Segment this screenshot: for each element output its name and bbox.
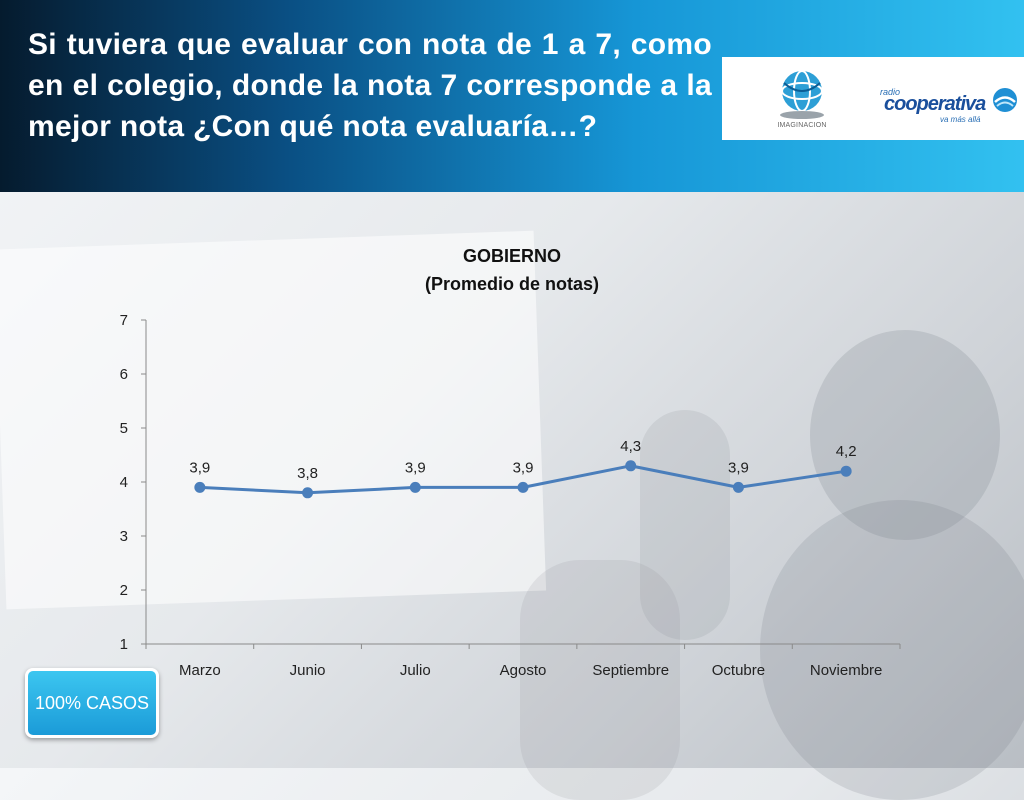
y-tick-label: 7 <box>120 312 128 329</box>
y-tick-label: 2 <box>120 582 128 599</box>
x-tick-label: Junio <box>290 662 326 679</box>
question-text: Si tuviera que evaluar con nota de 1 a 7… <box>28 28 712 143</box>
data-point <box>840 465 852 477</box>
background-fist <box>520 560 680 800</box>
background-figure-head <box>810 330 1000 540</box>
data-label: 4,2 <box>836 443 857 460</box>
chart-title: GOBIERNO <box>462 246 561 266</box>
data-point <box>517 481 529 493</box>
data-point <box>302 487 314 499</box>
wave-circle-icon <box>993 88 1017 112</box>
globe-icon <box>780 70 824 119</box>
data-point <box>732 481 744 493</box>
data-point <box>409 481 421 493</box>
x-tick-label: Marzo <box>179 662 221 679</box>
cooperativa-radio-text: radio <box>880 87 901 97</box>
x-tick-label: Julio <box>400 662 431 679</box>
sample-badge: 100% CASOS <box>25 668 159 738</box>
data-label: 3,9 <box>513 459 534 476</box>
imaginacion-logo: IMAGINACION <box>762 65 842 135</box>
data-point <box>194 481 206 493</box>
x-tick-label: Septiembre <box>592 662 669 679</box>
imaginacion-logo-text: IMAGINACION <box>777 122 827 129</box>
data-label: 4,3 <box>620 438 641 455</box>
logo-banner: IMAGINACION radio cooperativa va más all… <box>722 57 1024 140</box>
background-raised-arm <box>640 410 730 640</box>
y-tick-label: 5 <box>120 420 128 437</box>
y-tick-label: 1 <box>120 636 128 653</box>
line-chart: 1 2 3 4 5 6 7 Marzo Junio Julio Agosto Septiembre Oc… <box>120 312 901 679</box>
x-tick-label: Octubre <box>712 662 765 679</box>
data-label: 3,9 <box>405 459 426 476</box>
x-tick-label: Noviembre <box>810 662 883 679</box>
chart-subtitle: (Promedio de notas) <box>424 274 599 294</box>
chart-title-block: GOBIERNO (Promedio de notas) <box>312 242 712 298</box>
y-tick-label: 4 <box>120 474 128 491</box>
y-tick-label: 3 <box>120 528 128 545</box>
data-label: 3,9 <box>189 459 210 476</box>
data-label: 3,9 <box>728 459 749 476</box>
x-tick-label: Agosto <box>500 662 547 679</box>
data-label: 3,8 <box>297 465 318 482</box>
background-figure-body <box>760 500 1024 800</box>
cooperativa-tagline: va más allá <box>940 115 981 124</box>
cooperativa-brand-text: cooperativa <box>884 93 986 115</box>
slide-header: Si tuviera que evaluar con nota de 1 a 7… <box>0 0 1024 192</box>
y-tick-label: 6 <box>120 366 128 383</box>
cooperativa-logo: radio cooperativa va más allá <box>880 79 1020 127</box>
data-point <box>625 460 637 472</box>
